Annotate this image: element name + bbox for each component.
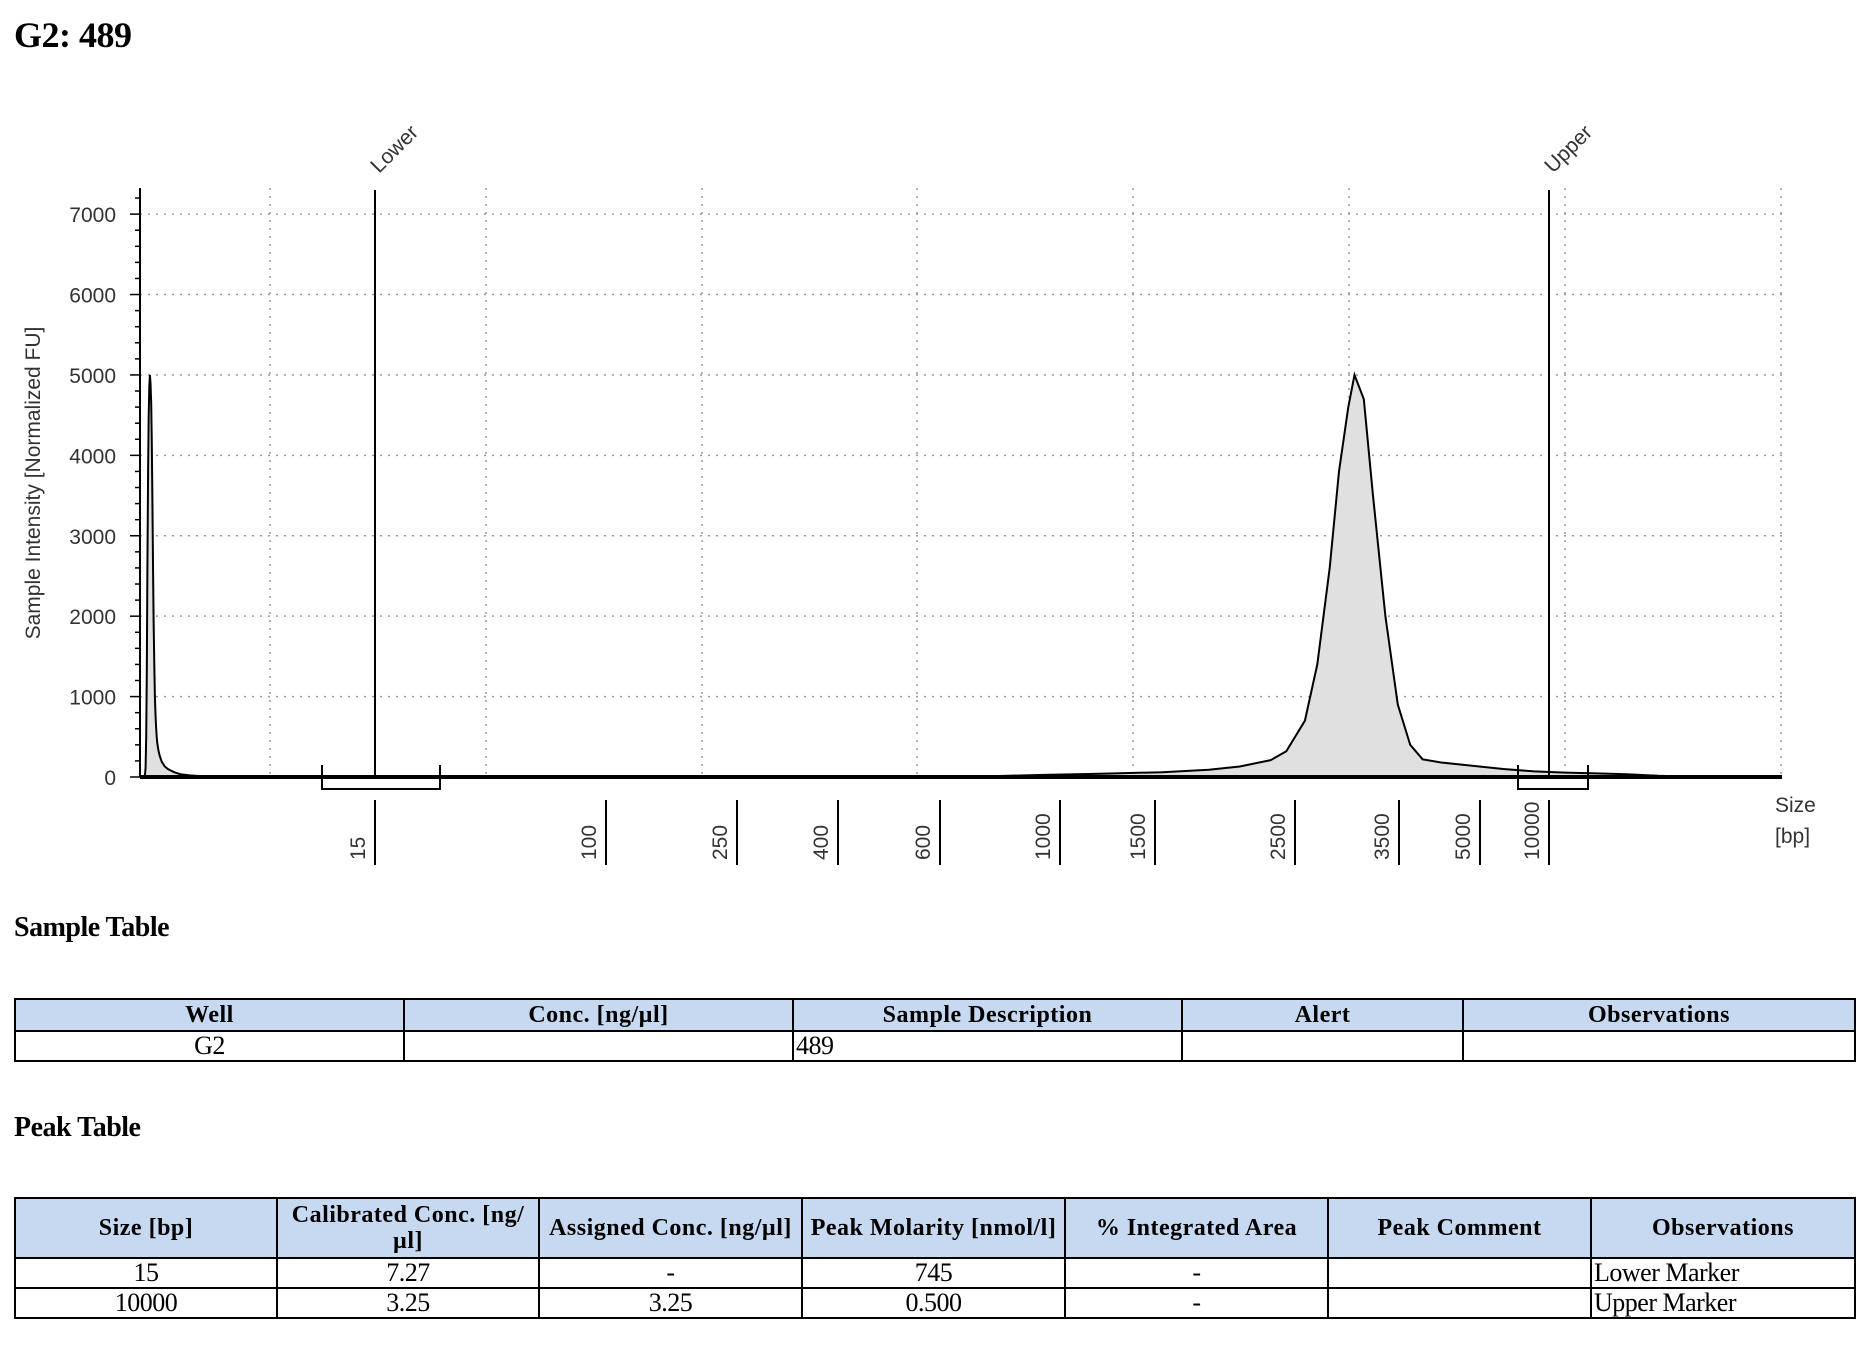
header-size: Size [bp] [14, 1197, 278, 1259]
sample-table: Well Conc. [ng/µl] Sample Description Al… [14, 998, 1856, 1062]
table-row: 10000 3.25 3.25 0.500 - Upper Marker [14, 1287, 1856, 1319]
ladder-label-1500: 1500 [1127, 813, 1150, 860]
cell-calibrated-conc: 3.25 [276, 1287, 540, 1319]
header-alert: Alert [1181, 998, 1464, 1032]
ladder-label-3500: 3500 [1371, 813, 1394, 860]
cell-well: G2 [14, 1030, 405, 1062]
y-tick-label: 2000 [69, 606, 116, 629]
cell-integrated-area: - [1064, 1257, 1329, 1289]
peak-table-header: Size [bp] Calibrated Conc. [ng/µl] Assig… [14, 1197, 1856, 1259]
cell-calibrated-conc: 7.27 [276, 1257, 540, 1289]
y-tick-label: 1000 [69, 687, 116, 710]
electropherogram-chart: 0 1000 2000 3000 4000 5000 6000 7000 Lower Upper 1… [22, 121, 1816, 865]
peak-table-title: Peak Table [14, 1112, 141, 1143]
trace-line [139, 371, 1752, 778]
ladder-label-10000: 10000 [1521, 802, 1544, 860]
header-observations: Observations [1462, 998, 1856, 1032]
header-assigned-conc: Assigned Conc. [ng/µl] [538, 1197, 803, 1259]
table-row: G2 489 [14, 1030, 1856, 1062]
table-row: 15 7.27 - 745 - Lower Marker [14, 1257, 1856, 1289]
header-calibrated-conc: Calibrated Conc. [ng/µl] [276, 1197, 540, 1259]
ladder-label-600: 600 [912, 825, 935, 860]
cell-assigned-conc: - [538, 1257, 803, 1289]
cell-integrated-area: - [1064, 1287, 1329, 1319]
ladder-label-100: 100 [578, 825, 601, 860]
cell-observations: Lower Marker [1590, 1257, 1856, 1289]
y-tick-label: 3000 [69, 526, 116, 549]
sample-table-header: Well Conc. [ng/µl] Sample Description Al… [14, 998, 1856, 1032]
cell-peak-comment [1327, 1287, 1592, 1319]
peak-table: Size [bp] Calibrated Conc. [ng/µl] Assig… [14, 1197, 1856, 1319]
cell-sample-description: 489 [792, 1030, 1183, 1062]
x-axis-title-size: Size [1775, 794, 1816, 817]
header-sample-description: Sample Description [792, 998, 1183, 1032]
header-observations: Observations [1590, 1197, 1856, 1259]
cell-peak-molarity: 0.500 [801, 1287, 1066, 1319]
ladder-label-15: 15 [347, 837, 370, 860]
cell-conc [403, 1030, 794, 1062]
x-axis-title-unit: [bp] [1775, 825, 1810, 848]
cell-size: 15 [14, 1257, 278, 1289]
marker-label-lower: Lower [366, 121, 423, 178]
cell-peak-comment [1327, 1257, 1592, 1289]
cell-alert [1181, 1030, 1464, 1062]
y-tick-label: 0 [104, 767, 116, 790]
y-tick-label: 6000 [69, 285, 116, 308]
ladder-label-1000: 1000 [1032, 813, 1055, 860]
trace-fill [140, 374, 1752, 777]
header-conc: Conc. [ng/µl] [403, 998, 794, 1032]
marker-label-upper: Upper [1540, 121, 1597, 178]
header-peak-molarity: Peak Molarity [nmol/l] [801, 1197, 1066, 1259]
y-tick-label: 7000 [69, 204, 116, 227]
ladder-label-2500: 2500 [1267, 813, 1290, 860]
cell-assigned-conc: 3.25 [538, 1287, 803, 1319]
sample-table-title: Sample Table [14, 912, 170, 943]
cell-observations: Upper Marker [1590, 1287, 1856, 1319]
cell-observations [1462, 1030, 1856, 1062]
ladder-label-400: 400 [810, 825, 833, 860]
y-axis-title: Sample Intensity [Normalized FU] [22, 327, 45, 640]
cell-peak-molarity: 745 [801, 1257, 1066, 1289]
ladder-label-250: 250 [709, 825, 732, 860]
cell-size: 10000 [14, 1287, 278, 1319]
y-tick-label: 4000 [69, 445, 116, 468]
header-peak-comment: Peak Comment [1327, 1197, 1592, 1259]
header-integrated-area: % Integrated Area [1064, 1197, 1329, 1259]
header-well: Well [14, 998, 405, 1032]
page-title: G2: 489 [14, 15, 132, 55]
y-tick-label: 5000 [69, 365, 116, 388]
ladder-label-5000: 5000 [1452, 813, 1475, 860]
